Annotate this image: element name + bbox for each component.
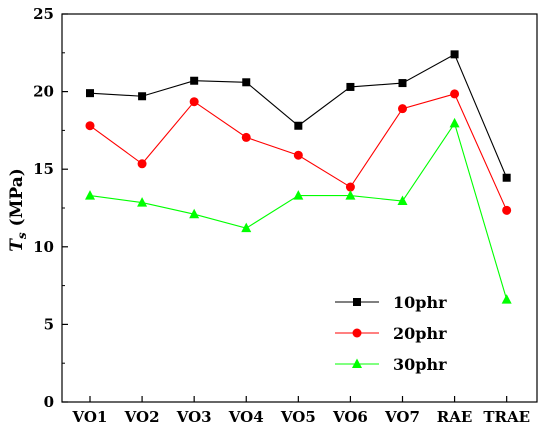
data-point-square <box>138 92 147 101</box>
x-tick-label: VO2 <box>124 408 160 426</box>
data-point-circle <box>502 205 512 215</box>
data-point-triangle <box>397 195 408 206</box>
series-line <box>89 122 508 300</box>
series-30phr <box>85 117 512 304</box>
x-tick-label: VO1 <box>72 408 108 426</box>
data-point-circle <box>398 104 407 114</box>
x-tick-label: RAE <box>437 408 473 426</box>
y-axis-label: Ts (MPa) <box>7 168 29 252</box>
x-tick-label: TRAE <box>483 408 530 426</box>
data-point-square <box>86 89 94 98</box>
data-point-circle <box>293 150 303 160</box>
legend-entry: 20phr <box>335 324 447 343</box>
data-point-triangle <box>293 190 304 200</box>
data-point-square <box>242 78 251 87</box>
data-point-triangle <box>137 197 148 207</box>
data-point-triangle <box>345 190 356 200</box>
data-point-circle <box>241 132 251 142</box>
legend-label: 30phr <box>393 355 447 374</box>
x-axis-ticks: VO1 VO2 VO3 VO4 VO5 VO6 VO7 RAE TRAE <box>72 396 530 426</box>
data-point-square <box>190 76 199 85</box>
x-tick-label: VO4 <box>228 408 264 426</box>
data-point-square <box>294 121 303 130</box>
y-axis-label-unit: (MPa) <box>7 168 27 232</box>
data-point-square <box>353 298 361 306</box>
plot-frame <box>61 13 538 403</box>
y-axis-ticks: 0 5 10 15 20 25 <box>33 5 68 411</box>
x-tick-label: VO6 <box>332 408 368 426</box>
x-tick-label: VO3 <box>176 408 212 426</box>
y-axis-label-sub: s <box>15 232 29 239</box>
legend-entry: 30phr <box>335 355 447 374</box>
data-point-triangle <box>189 208 200 219</box>
data-point-circle <box>137 159 147 169</box>
legend-label: 20phr <box>393 324 447 343</box>
data-point-circle <box>450 89 460 99</box>
data-point-circle <box>189 97 199 107</box>
plot-border <box>61 13 538 403</box>
series-layer <box>85 50 512 304</box>
data-point-square <box>398 79 407 88</box>
y-tick-label: 0 <box>44 393 54 411</box>
data-point-square <box>502 173 511 182</box>
data-point-square <box>346 82 355 91</box>
x-tick-label: VO7 <box>384 408 420 426</box>
data-point-circle <box>352 328 362 338</box>
data-point-triangle <box>501 294 512 304</box>
data-point-circle <box>345 182 355 192</box>
y-tick-label: 15 <box>33 160 54 178</box>
legend: 10phr 20phr 30phr <box>335 293 447 374</box>
data-point-square <box>450 50 459 59</box>
legend-label: 10phr <box>393 293 447 312</box>
data-point-circle <box>85 121 95 131</box>
series-10phr <box>86 50 511 182</box>
y-tick-label: 20 <box>33 83 54 101</box>
data-point-triangle <box>241 222 252 233</box>
y-tick-label: 5 <box>44 315 54 333</box>
data-point-triangle <box>449 117 460 128</box>
x-tick-label: VO5 <box>280 408 316 426</box>
y-tick-label: 25 <box>33 5 54 23</box>
series-20phr <box>85 89 512 215</box>
data-point-triangle <box>85 190 95 200</box>
data-point-triangle <box>352 358 362 368</box>
legend-entry: 10phr <box>335 293 447 312</box>
y-tick-label: 10 <box>33 238 54 256</box>
y-axis-label-main: T <box>7 238 27 252</box>
